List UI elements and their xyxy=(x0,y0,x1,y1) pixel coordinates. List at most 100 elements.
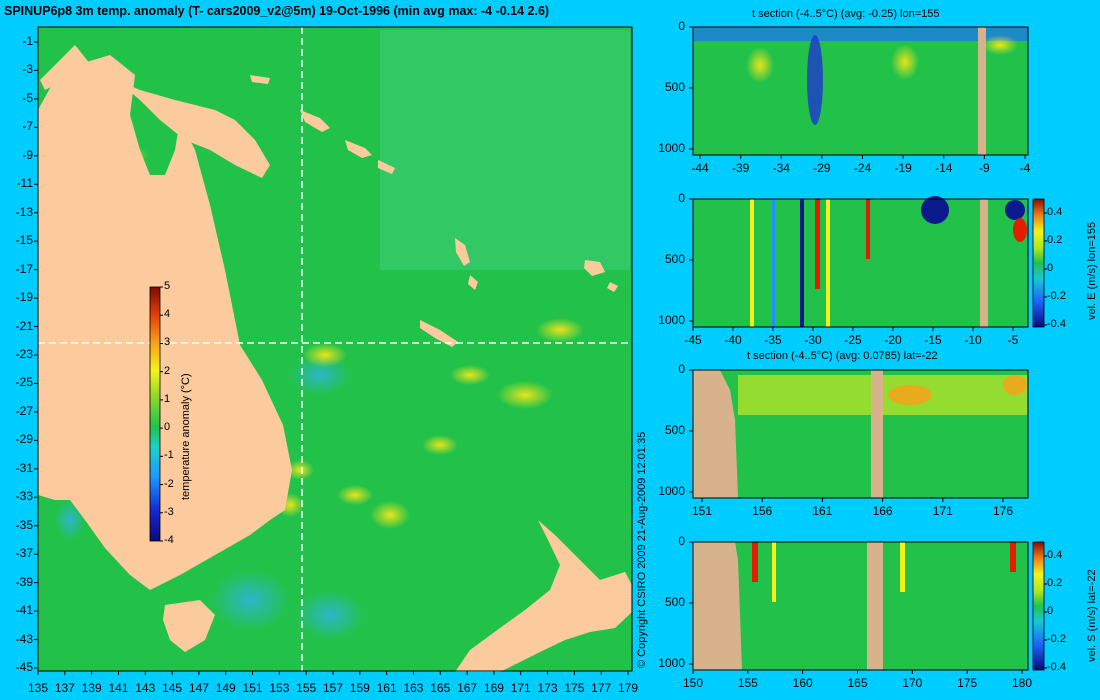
new-caledonia-land xyxy=(420,320,458,347)
section-land-column xyxy=(978,27,986,155)
section-velocity-streak xyxy=(1010,542,1016,572)
section-frame xyxy=(692,26,1029,156)
map-x-tick-label: 141 xyxy=(108,681,129,695)
section-x-tick-label: -39 xyxy=(731,161,750,175)
section-x-tick-label: -14 xyxy=(935,161,953,175)
map-x-tick-label: 165 xyxy=(430,681,451,695)
vanuatu-land xyxy=(455,238,478,290)
map-y-tick-label: -39 xyxy=(15,574,33,589)
section-x-tick-label: 160 xyxy=(792,676,813,690)
map-colorbar-tick-label: -1 xyxy=(164,449,174,462)
section-colorbar-tick-label: -0.4 xyxy=(1047,318,1066,330)
map-colorbar-tick-label: -2 xyxy=(164,477,174,490)
section-warm-core xyxy=(1003,375,1027,395)
section-x-tick-label: -44 xyxy=(691,161,709,175)
map-x-tick-label: 153 xyxy=(269,681,290,695)
section-x-tick-label: -4 xyxy=(1019,161,1031,175)
section-velocity-streak xyxy=(826,199,830,327)
map-warm-patch xyxy=(422,435,458,455)
map-x-tick-label: 175 xyxy=(564,681,585,695)
section-field xyxy=(693,542,1028,670)
section-x-tick-label: 156 xyxy=(752,504,773,518)
map-colorbar-tick-label: 4 xyxy=(164,308,171,321)
section-x-tick-label: -40 xyxy=(724,333,742,347)
map-warm-patch xyxy=(303,343,347,367)
section-velocity-streak xyxy=(750,199,754,327)
section-x-tick-label: -25 xyxy=(844,333,862,347)
section-x-tick-label: 166 xyxy=(872,504,893,518)
vel-s-colorbar-label: vel. S (m/s) lat=-22 xyxy=(1086,569,1098,662)
map-x-tick-label: 161 xyxy=(376,681,397,695)
map-y-tick-label: -35 xyxy=(15,517,33,532)
map-y-tick-label: -1 xyxy=(22,34,33,48)
vel-e-colorbar xyxy=(1032,198,1045,328)
map-x-tick-label: 157 xyxy=(322,681,344,695)
map-cool-patch xyxy=(210,570,290,630)
section-colorbar-tick-label: -0.2 xyxy=(1047,290,1066,302)
map-y-tick-label: -27 xyxy=(15,403,33,418)
section-frame xyxy=(692,369,1029,499)
section-land-column xyxy=(980,199,988,327)
section-x-tick-label: -10 xyxy=(964,333,982,347)
t-lon-section-title: t section (-4..5°C) (avg: -0.25) lon=155 xyxy=(752,8,940,20)
section-x-tick-label: -34 xyxy=(772,161,790,175)
map-warm-patch xyxy=(536,318,584,342)
section-warm-core xyxy=(982,35,1018,55)
map-y-tick-label: -7 xyxy=(22,119,33,134)
map-warm-patch xyxy=(450,365,490,385)
map-x-tick-label: 169 xyxy=(483,681,504,695)
map-colorbar-label: temperature anomaly (°C) xyxy=(180,373,192,500)
section-cold-core xyxy=(807,35,823,125)
vel-e-colorbar-label: vel. E (m/s) lon=155 xyxy=(1086,221,1098,320)
map-x-tick-label: 177 xyxy=(591,681,612,695)
section-y-tick-label: 500 xyxy=(664,423,685,437)
section-colorbar-tick-label: 0.2 xyxy=(1047,234,1063,246)
section-x-tick-label: 161 xyxy=(812,504,833,518)
section-t-lon xyxy=(692,26,1029,156)
map-y-tick-label: -3 xyxy=(22,62,33,77)
map-colorbar-tick-label: 0 xyxy=(164,421,171,434)
section-y-tick-label: 0 xyxy=(678,191,685,205)
section-velocity-streak xyxy=(815,199,820,289)
map-colorbar-tick-label: -4 xyxy=(164,534,174,546)
tasmania-land xyxy=(163,600,215,652)
section-velocity-streak xyxy=(752,542,758,582)
map-y-tick-label: -11 xyxy=(16,176,33,191)
map-y-tick-label: -37 xyxy=(15,546,33,561)
section-colorbar-tick-label: 0.4 xyxy=(1047,549,1063,561)
section-x-tick-label: -19 xyxy=(894,161,912,175)
section-x-tick-label: -5 xyxy=(1007,333,1019,347)
map-x-tick-label: 147 xyxy=(188,681,209,695)
section-x-tick-label: -15 xyxy=(924,333,942,347)
section-colorbar-tick-label: -0.4 xyxy=(1047,661,1066,673)
section-x-tick-label: 170 xyxy=(902,676,923,690)
map-colorbar-gradient xyxy=(149,286,161,542)
map-y-tick-label: -33 xyxy=(15,489,33,504)
map-x-tick-label: 139 xyxy=(81,681,102,695)
section-colorbar-tick-label: 0 xyxy=(1047,262,1054,274)
section-x-tick-label: -45 xyxy=(684,333,702,347)
fiji-land xyxy=(584,260,618,292)
section-colorbar-tick-label: 0 xyxy=(1047,605,1054,617)
section-y-tick-label: 500 xyxy=(664,252,685,266)
section-x-tick-label: 150 xyxy=(682,676,704,690)
map-x-tick-label: 163 xyxy=(403,681,424,695)
map-y-tick-label: -9 xyxy=(22,147,33,162)
section-colorbar-tick-label: 0.4 xyxy=(1047,206,1063,218)
section-velocity-streak xyxy=(772,542,776,602)
section-velocity-streak xyxy=(772,199,775,327)
map-plot xyxy=(37,26,633,672)
map-y-tick-label: -13 xyxy=(15,204,33,219)
section-x-tick-label: -29 xyxy=(813,161,831,175)
map-y-tick-label: -21 xyxy=(15,318,33,333)
section-x-tick-label: -9 xyxy=(979,161,990,175)
section-vel-e xyxy=(692,196,1045,328)
map-colorbar-tick-label: 1 xyxy=(164,392,171,405)
map-cool-patch xyxy=(295,590,365,640)
section-land-shelf xyxy=(693,370,738,498)
solomon-islands-land xyxy=(250,75,395,174)
new-guinea-land xyxy=(40,45,270,178)
section-y-tick-label: 1000 xyxy=(658,141,685,155)
section-field xyxy=(693,27,1028,155)
section-y-tick-label: 500 xyxy=(664,80,685,94)
